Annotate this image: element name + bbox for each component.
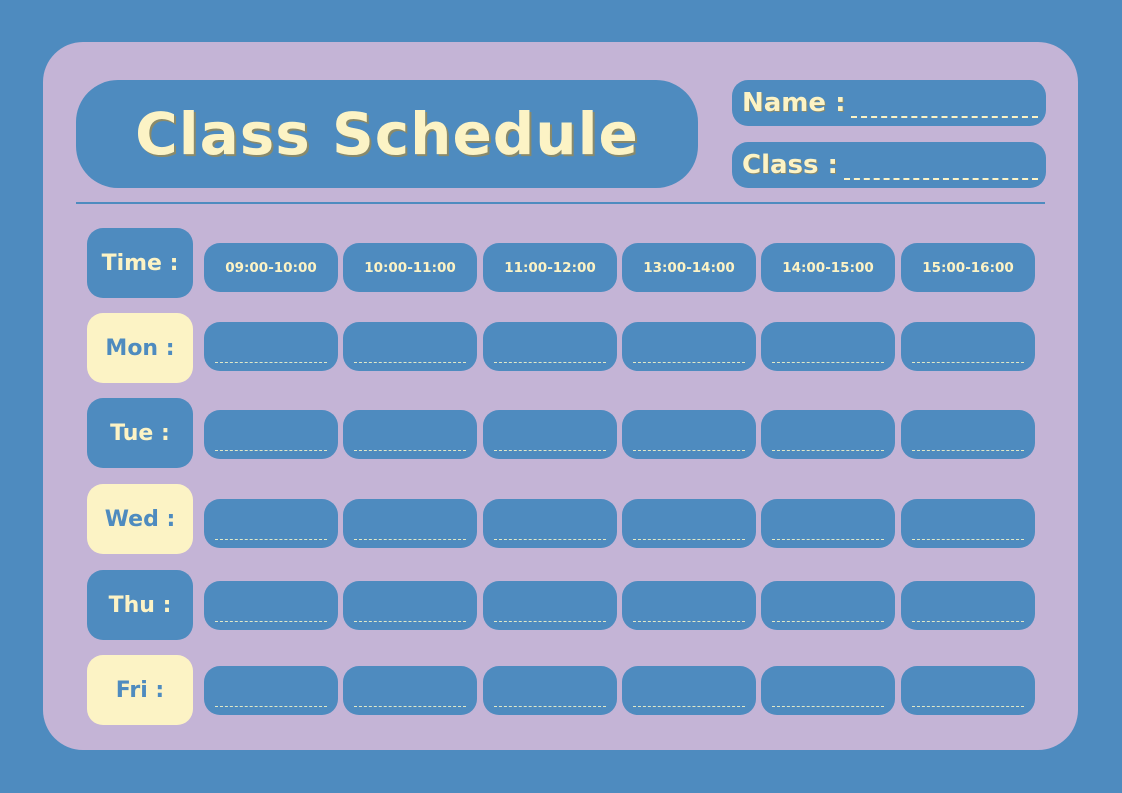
cell-write-line — [354, 621, 466, 622]
schedule-cell[interactable] — [343, 410, 477, 459]
name-input-line[interactable] — [851, 116, 1038, 118]
schedule-cell[interactable] — [761, 666, 895, 715]
cell-write-line — [354, 706, 466, 707]
schedule-cell[interactable] — [622, 410, 756, 459]
cell-write-line — [215, 706, 327, 707]
schedule-cell[interactable] — [622, 666, 756, 715]
cell-write-line — [494, 621, 606, 622]
schedule-cell[interactable] — [761, 410, 895, 459]
schedule-cell[interactable] — [761, 581, 895, 630]
schedule-cell[interactable] — [204, 581, 338, 630]
cell-write-line — [215, 539, 327, 540]
day-label: Tue : — [87, 398, 193, 468]
cell-write-line — [354, 450, 466, 451]
schedule-cell[interactable] — [622, 322, 756, 371]
schedule-cell[interactable] — [483, 322, 617, 371]
schedule-cell[interactable] — [761, 322, 895, 371]
schedule-cell[interactable] — [483, 581, 617, 630]
cell-write-line — [912, 362, 1024, 363]
time-label: Time : — [87, 228, 193, 298]
cell-write-line — [633, 621, 745, 622]
schedule-cell[interactable] — [901, 322, 1035, 371]
cell-write-line — [354, 539, 466, 540]
cell-write-line — [633, 362, 745, 363]
schedule-cell[interactable] — [343, 499, 477, 548]
divider — [76, 202, 1045, 204]
cell-write-line — [494, 539, 606, 540]
schedule-cell[interactable] — [204, 666, 338, 715]
schedule-cell[interactable] — [483, 410, 617, 459]
cell-write-line — [215, 621, 327, 622]
time-slot-header: 11:00-12:00 — [483, 243, 617, 292]
class-field[interactable]: Class : — [732, 142, 1046, 188]
cell-write-line — [912, 621, 1024, 622]
cell-write-line — [772, 450, 884, 451]
time-slot-header: 09:00-10:00 — [204, 243, 338, 292]
cell-write-line — [215, 362, 327, 363]
cell-write-line — [494, 450, 606, 451]
cell-write-line — [494, 706, 606, 707]
schedule-cell[interactable] — [761, 499, 895, 548]
class-input-line[interactable] — [843, 178, 1038, 180]
schedule-cell[interactable] — [483, 666, 617, 715]
cell-write-line — [772, 539, 884, 540]
day-label: Fri : — [87, 655, 193, 725]
schedule-cell[interactable] — [901, 410, 1035, 459]
schedule-cell[interactable] — [901, 666, 1035, 715]
name-field[interactable]: Name : — [732, 80, 1046, 126]
schedule-cell[interactable] — [204, 322, 338, 371]
cell-write-line — [772, 706, 884, 707]
cell-write-line — [633, 706, 745, 707]
time-slot-header: 15:00-16:00 — [901, 243, 1035, 292]
schedule-cell[interactable] — [204, 499, 338, 548]
cell-write-line — [912, 539, 1024, 540]
cell-write-line — [633, 450, 745, 451]
page-title: Class Schedule — [76, 80, 698, 188]
day-label: Mon : — [87, 313, 193, 383]
cell-write-line — [772, 362, 884, 363]
schedule-cell[interactable] — [343, 322, 477, 371]
schedule-cell[interactable] — [901, 499, 1035, 548]
class-label: Class : — [742, 150, 838, 180]
name-label: Name : — [742, 88, 846, 118]
schedule-cell[interactable] — [343, 581, 477, 630]
day-label: Thu : — [87, 570, 193, 640]
schedule-cell[interactable] — [622, 499, 756, 548]
schedule-cell[interactable] — [343, 666, 477, 715]
time-slot-header: 13:00-14:00 — [622, 243, 756, 292]
day-label: Wed : — [87, 484, 193, 554]
cell-write-line — [494, 362, 606, 363]
cell-write-line — [772, 621, 884, 622]
time-slot-header: 10:00-11:00 — [343, 243, 477, 292]
schedule-cell[interactable] — [901, 581, 1035, 630]
schedule-cell[interactable] — [204, 410, 338, 459]
schedule-cell[interactable] — [622, 581, 756, 630]
cell-write-line — [912, 450, 1024, 451]
cell-write-line — [912, 706, 1024, 707]
time-slot-header: 14:00-15:00 — [761, 243, 895, 292]
cell-write-line — [633, 539, 745, 540]
cell-write-line — [354, 362, 466, 363]
cell-write-line — [215, 450, 327, 451]
schedule-cell[interactable] — [483, 499, 617, 548]
